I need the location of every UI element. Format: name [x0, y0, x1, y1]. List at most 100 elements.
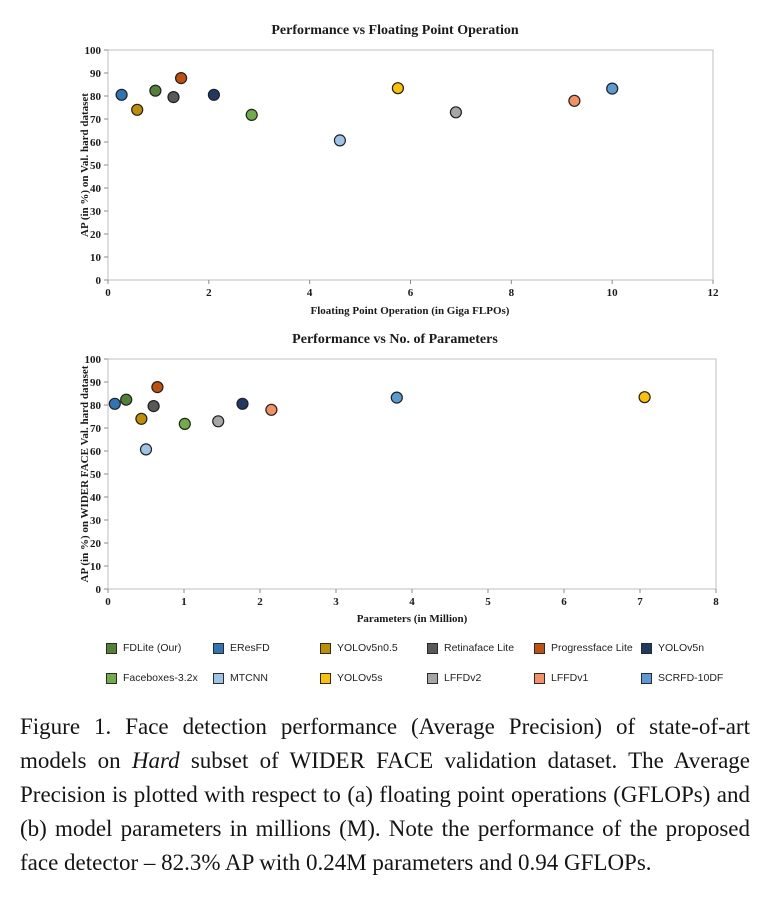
chart-performance-vs-params: Performance vs No. of Parameters AP (in … [79, 332, 720, 625]
x-tick-label: 2 [206, 287, 212, 299]
x-tick-label: 6 [561, 596, 567, 608]
data-point-retinaface-lite [147, 399, 160, 413]
x-axis-title: Parameters (in Million) [357, 613, 468, 625]
data-point-scrfd-10df [606, 82, 619, 95]
data-point-lffdv1 [568, 94, 581, 107]
data-point-lffdv2 [449, 106, 462, 119]
y-tick-label: 20 [90, 229, 102, 241]
x-tick-label: 4 [307, 287, 313, 299]
chart-performance-vs-flops: Performance vs Floating Point Operation … [79, 23, 720, 317]
legend-marker [320, 642, 331, 654]
y-tick-label: 0 [96, 275, 102, 287]
x-tick-label: 8 [713, 596, 719, 608]
caption-segment: parameters and [366, 850, 518, 876]
legend-item: YOLOv5n [641, 642, 744, 654]
data-point-lffdv1 [265, 403, 278, 416]
x-tick-label: 12 [708, 287, 720, 299]
legend-label: Progressface Lite [551, 642, 633, 654]
y-tick-label: 30 [90, 515, 102, 527]
figure-page: Performance vs Floating Point Operation … [20, 23, 750, 876]
y-tick-label: 30 [90, 206, 102, 218]
y-axis-title: AP (in %) on WIDER FACE Val. hard datase… [79, 365, 91, 582]
plot-area: 0 10 20 30 40 50 60 70 80 90 100 0 2 4 6 8 10 12 [85, 45, 720, 299]
legend-item: MTCNN [213, 672, 316, 684]
caption-segment: 82.3% [161, 850, 221, 876]
y-tick-label: 60 [90, 137, 102, 149]
caption-segment: AP with [220, 850, 306, 876]
legend-label: Retinaface Lite [444, 642, 515, 654]
legend-label: EResFD [230, 642, 270, 654]
legend-marker [106, 672, 117, 684]
y-tick-label: 60 [90, 446, 102, 458]
data-point-fdlite-our- [120, 393, 133, 406]
data-point-progressface-lite [151, 380, 164, 394]
x-tick-label: 4 [409, 596, 415, 608]
y-tick-label: 10 [90, 252, 102, 264]
legend-marker [320, 672, 331, 684]
legend-item: Faceboxes-3.2x [106, 672, 209, 684]
data-point-retinaface-lite [167, 90, 180, 104]
y-tick-label: 40 [90, 183, 102, 195]
x-tick-label: 8 [509, 287, 515, 299]
caption-segment: 0.94 [518, 850, 559, 876]
legend-marker [427, 672, 438, 684]
x-tick-label: 7 [637, 596, 643, 608]
data-point-yolov5n0-5 [135, 412, 148, 425]
y-axis-title: AP (in %) on Val. hard dataset [79, 93, 91, 237]
legend-label: LFFDv2 [444, 672, 482, 684]
data-point-yolov5n0-5 [131, 103, 144, 116]
x-axis-title: Floating Point Operation (in Giga FLPOs) [311, 305, 510, 317]
data-point-eresfd [108, 397, 121, 410]
legend-marker [106, 642, 117, 654]
legend-item: YOLOv5s [320, 672, 423, 684]
data-point-mtcnn [139, 443, 153, 456]
y-tick-label: 80 [90, 91, 102, 103]
x-tick-label: 10 [607, 287, 619, 299]
y-tick-label: 40 [90, 492, 102, 504]
data-point-yolov5s [391, 82, 404, 95]
legend-item: FDLite (Our) [106, 642, 209, 654]
chart-title: Performance vs No. of Parameters [292, 332, 498, 347]
data-point-yolov5s [638, 391, 651, 404]
y-tick-label: 10 [90, 561, 102, 573]
legend-item: LFFDv1 [534, 672, 637, 684]
x-tick-label: 5 [485, 596, 491, 608]
legend-label: YOLOv5n0.5 [337, 642, 398, 654]
caption-segment: Hard [131, 748, 180, 774]
legend-label: YOLOv5n [658, 642, 705, 654]
legend-item: EResFD [213, 642, 316, 654]
legend-label: SCRFD-10DF [658, 672, 724, 684]
legend-label: Faceboxes-3.2x [123, 672, 198, 684]
legend-marker [427, 642, 438, 654]
caption-segment: Figure 1. Face detection performance (Av… [20, 714, 750, 774]
legend-item: Retinaface Lite [427, 642, 530, 654]
plot-border [107, 358, 717, 590]
y-tick-label: 100 [85, 354, 102, 366]
legend-marker [213, 642, 224, 654]
plot-border [107, 49, 714, 281]
caption-segment: subset of WIDER FACE validation dataset.… [20, 748, 750, 876]
data-point-lffdv2 [212, 415, 225, 428]
y-tick-label: 90 [90, 377, 102, 389]
y-tick-label: 70 [90, 423, 102, 435]
legend-marker [213, 672, 224, 684]
x-tick-label: 3 [333, 596, 339, 608]
data-point-eresfd [115, 88, 128, 101]
plot-area: 0 10 20 30 40 50 60 70 80 90 100 0 1 2 3 4 5 6 7 8 [85, 354, 720, 608]
y-tick-label: 80 [90, 400, 102, 412]
legend-label: FDLite (Our) [123, 642, 182, 654]
data-point-faceboxes-3-2x [245, 108, 258, 122]
y-tick-label: 90 [90, 68, 102, 80]
legend-item: YOLOv5n0.5 [320, 642, 423, 654]
legend-label: YOLOv5s [337, 672, 383, 684]
x-tick-label: 0 [105, 287, 111, 299]
y-tick-label: 20 [90, 538, 102, 550]
caption-segment: 0.24M [305, 850, 367, 876]
legend-marker [641, 642, 652, 654]
data-point-yolov5n [236, 397, 249, 410]
data-point-faceboxes-3-2x [178, 417, 191, 431]
x-tick-label: 1 [181, 596, 187, 608]
legend-marker [534, 642, 545, 654]
x-tick-label: 2 [257, 596, 263, 608]
y-tick-label: 70 [90, 114, 102, 126]
